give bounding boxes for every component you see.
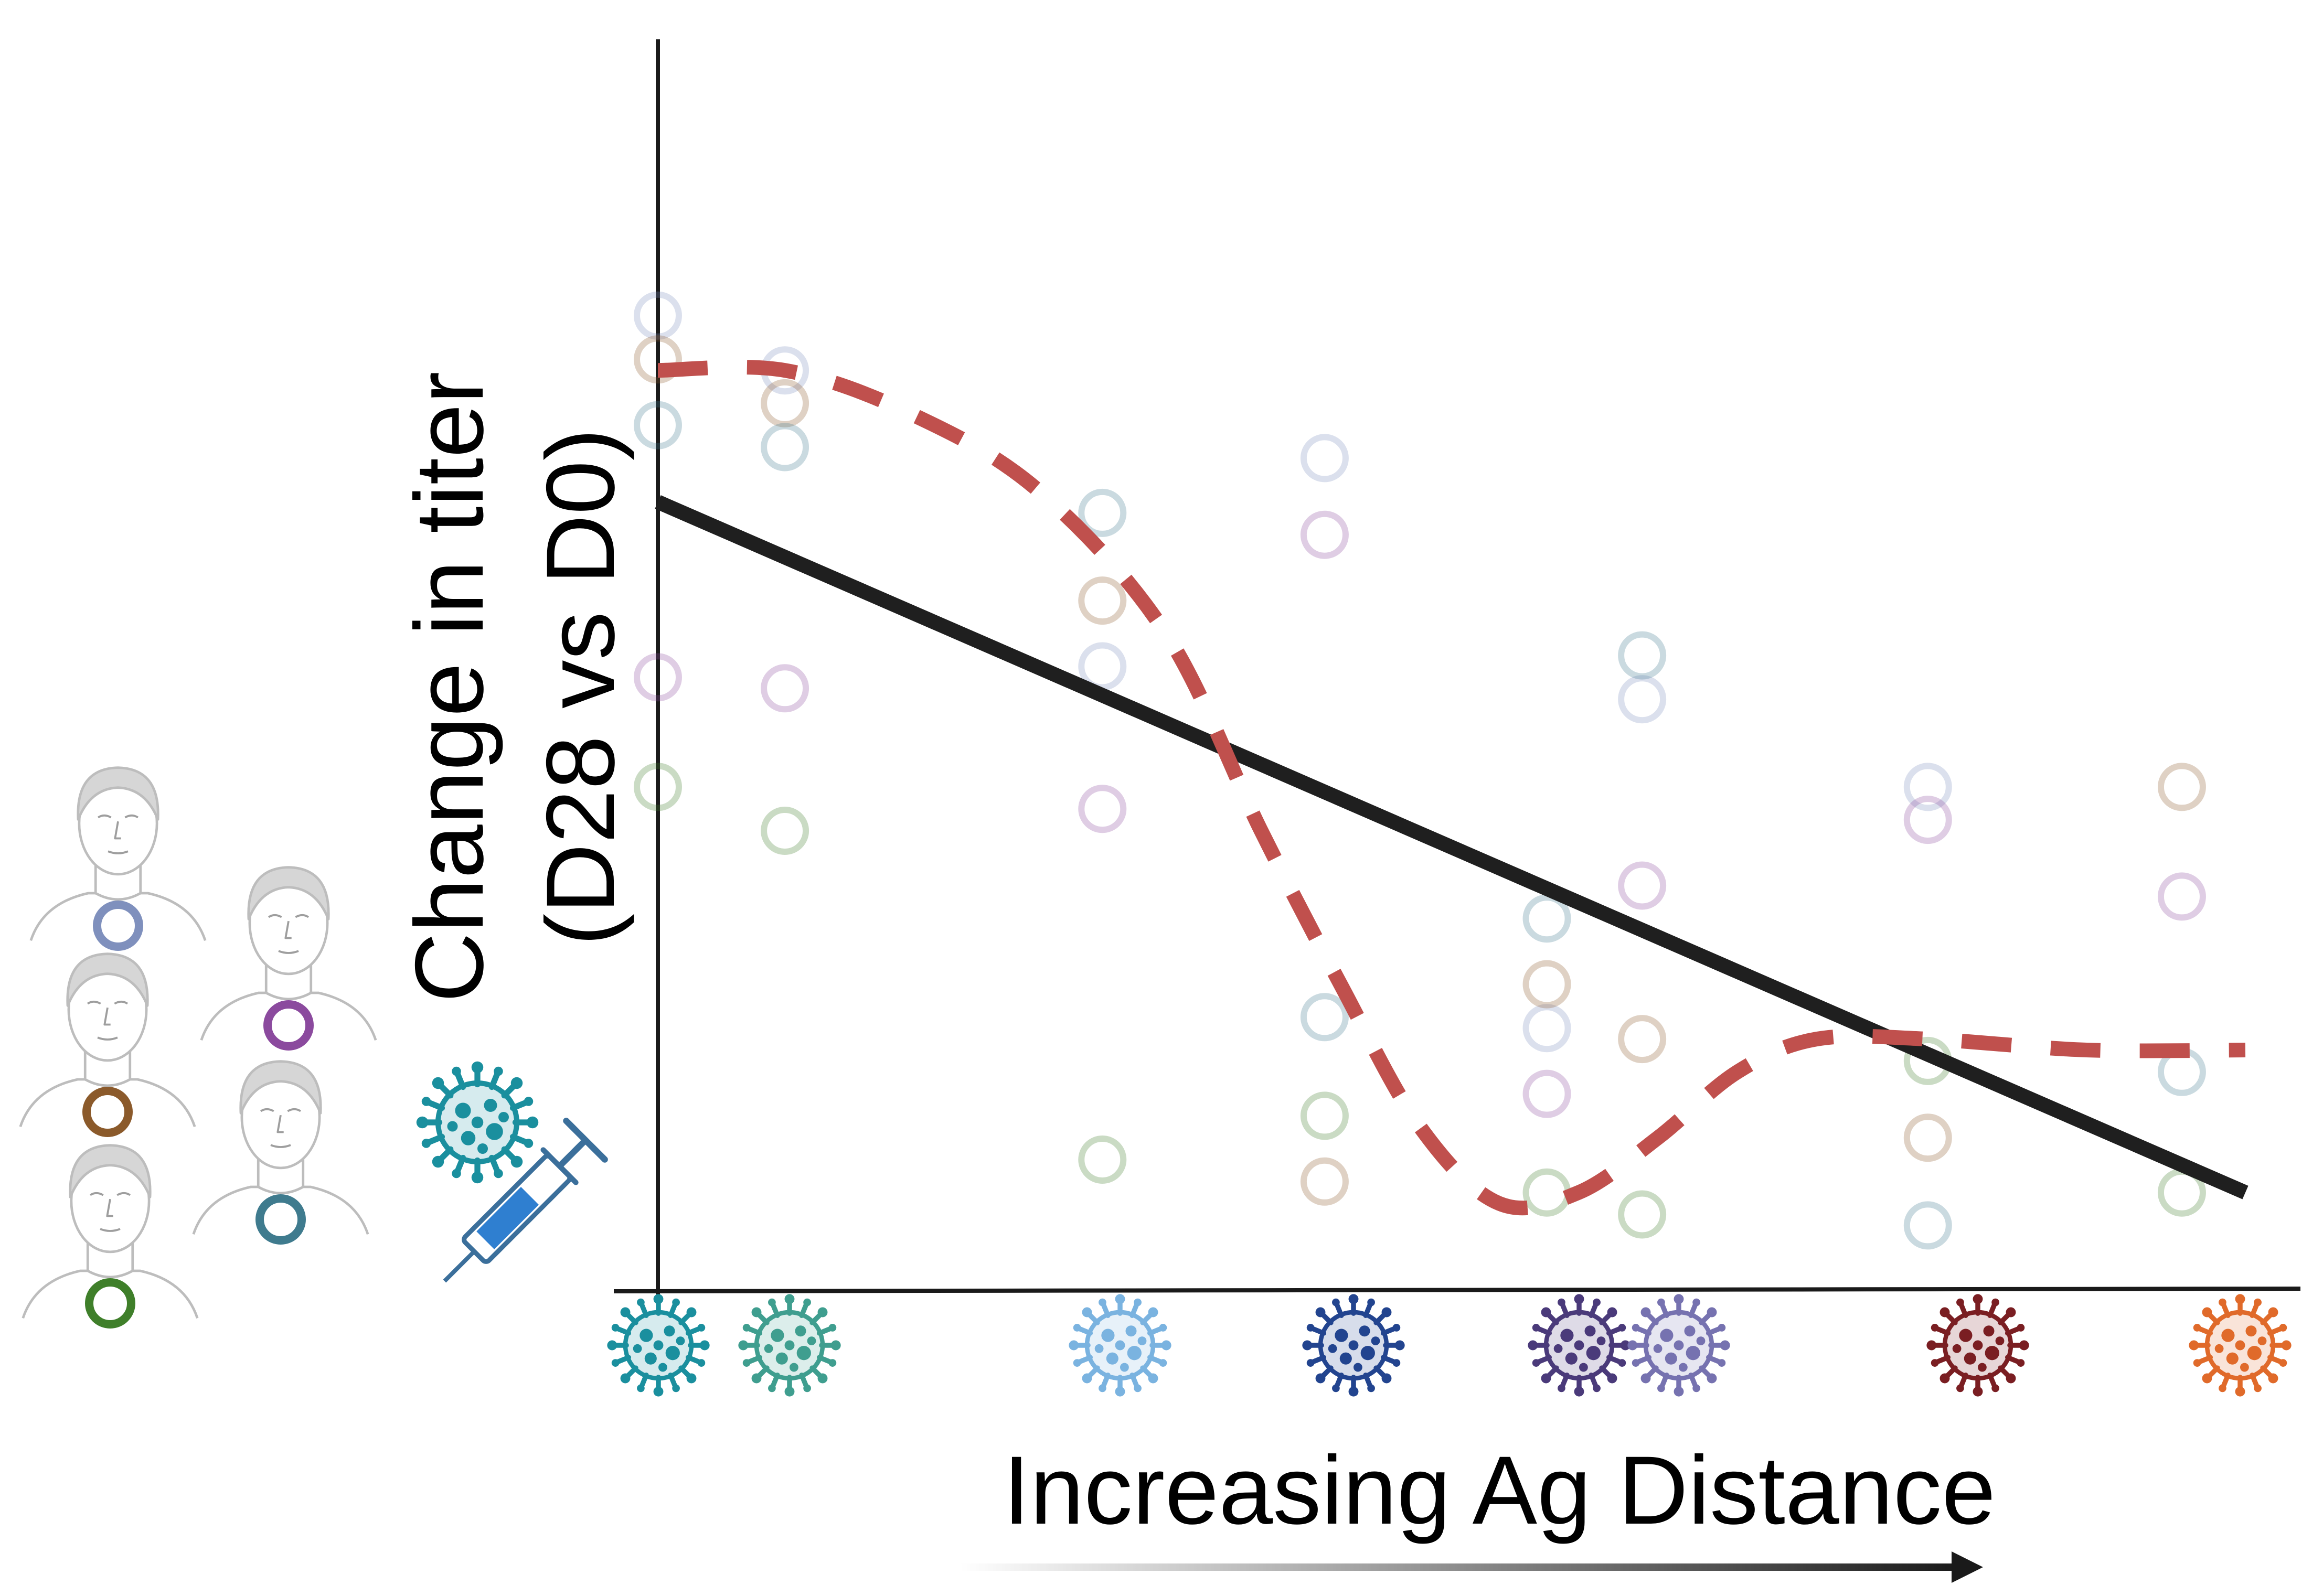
y-axis-label-line2: (D28 vs D0) [527,429,635,946]
data-point-p4-3 [1078,488,1127,537]
data-point-p4-4 [1300,993,1349,1042]
data-point-p2-3 [1078,785,1127,833]
data-point-p3-4 [1300,1157,1349,1206]
x-axis [613,1287,2301,1293]
plot-points [634,291,2206,1250]
data-point-p4-6 [1618,631,1667,680]
data-point-p4-2 [761,423,809,472]
plot-overlays [655,360,2249,1216]
data-point-p2-1 [634,653,682,702]
data-point-p4-7 [1903,1201,1952,1250]
strain-virus-icon-6 [1627,1294,1730,1396]
data-point-p2-7 [1903,796,1952,844]
data-point-p3-5 [1522,960,1571,1009]
data-point-p3-2 [761,379,809,427]
participant-marker-p1 [93,901,143,951]
participants-legend [20,768,376,1329]
strain-virus-icon-1 [607,1294,709,1396]
data-point-p2-8 [2157,872,2206,921]
data-point-p3-6 [1618,1015,1667,1064]
data-point-p2-2 [761,664,809,713]
strain-virus-icon-8 [2189,1294,2291,1396]
participant-marker-p3 [82,1087,133,1137]
participant-marker-p4 [255,1194,306,1245]
data-point-p1-1 [634,291,682,340]
data-point-p1-4 [1300,434,1349,483]
trend-line [655,495,2249,1199]
data-point-p4-1 [634,401,682,449]
data-point-p5-4 [1300,1091,1349,1140]
data-point-p3-1 [634,335,682,384]
data-point-p1-5 [1522,1004,1571,1053]
data-point-p3-7 [1903,1113,1952,1162]
strain-icons [607,1294,2291,1396]
strain-virus-icon-7 [1926,1294,2029,1396]
x-axis-label: Increasing Ag Distance [1003,1437,1996,1545]
increasing-distance-arrow [960,1551,1983,1583]
data-point-p2-4 [1300,510,1349,559]
strain-virus-icon-4 [1302,1294,1404,1396]
fitted-curve-dashed [657,360,2246,1216]
participant-marker-p2 [263,1000,314,1051]
data-point-p3-3 [1078,576,1127,625]
vaccine-strain-virus-icon [417,1062,539,1184]
data-point-p2-6 [1618,861,1667,910]
strain-virus-icon-2 [738,1294,840,1396]
data-point-p5-3 [1078,1136,1127,1184]
data-point-p1-6 [1618,675,1667,724]
data-point-p3-8 [2157,763,2206,811]
data-point-p5-1 [634,763,682,811]
strain-virus-icon-3 [1069,1294,1171,1396]
data-point-p4-5 [1522,894,1571,943]
data-point-p5-2 [761,807,809,855]
participant-marker-p5 [85,1278,135,1329]
data-point-p5-6 [1618,1190,1667,1239]
syringe-icon [443,1118,608,1283]
y-axis-label-line1: Change in titer [396,371,504,1002]
data-point-p2-5 [1522,1069,1571,1118]
data-point-p5-5 [1522,1168,1571,1217]
strain-virus-icon-5 [1528,1294,1630,1396]
data-point-p1-7 [1903,763,1952,811]
